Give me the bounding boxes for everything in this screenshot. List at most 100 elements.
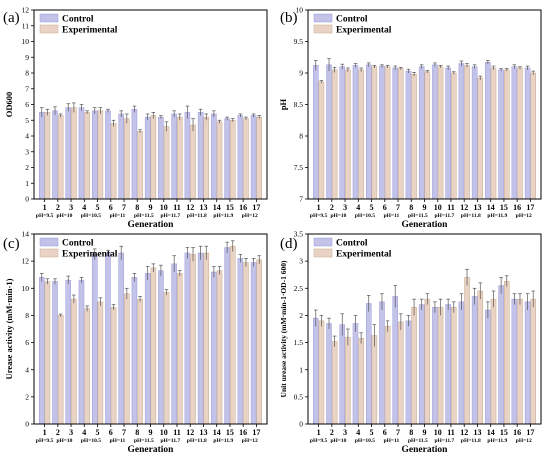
y-tick-label: 8 [299, 132, 303, 141]
x-tick-label: 14 [487, 203, 495, 212]
experimental-bar-5 [97, 301, 104, 425]
x-tick-label: 4 [82, 428, 86, 437]
ph-group-label: pH=11.9 [213, 438, 233, 444]
x-tick-label: 17 [526, 203, 534, 212]
y-axis-title: pH [278, 98, 288, 110]
experimental-bar-11 [177, 116, 183, 200]
x-tick-label: 12 [186, 428, 194, 437]
ph-group-label: pH=11.8 [187, 438, 207, 444]
y-tick-label: 7 [299, 195, 303, 204]
ph-group-label: pH=11.7 [434, 213, 454, 219]
experimental-bar-9 [424, 298, 431, 425]
control-bar-9 [144, 273, 151, 425]
x-tick-label: 16 [239, 428, 247, 437]
ph-group-label: pH=11.7 [434, 438, 454, 444]
experimental-bar-5 [371, 66, 378, 200]
x-tick-label: 14 [487, 428, 495, 437]
y-tick-label: 2 [25, 163, 29, 172]
y-axis-title: OD600 [4, 92, 14, 118]
control-bar-1 [39, 112, 45, 200]
x-tick-label: 7 [122, 203, 126, 212]
experimental-bar-15 [503, 69, 510, 200]
experimental-bar-8 [411, 74, 417, 200]
x-tick-label: 5 [96, 203, 100, 212]
panel-letter: (c) [3, 236, 20, 252]
legend-label: Control [336, 239, 368, 249]
control-bar-9 [418, 304, 425, 425]
experimental-bar-10 [163, 292, 170, 425]
x-tick-label: 5 [370, 428, 374, 437]
control-bar-1 [313, 317, 319, 425]
ph-group-label: pH=10 [330, 213, 346, 219]
experimental-bar-1 [44, 281, 51, 425]
experimental-bar-1 [318, 81, 325, 200]
experimental-bar-10 [437, 307, 444, 425]
x-tick-label: 8 [135, 428, 139, 437]
control-bar-4 [352, 65, 359, 200]
experimental-bar-13 [477, 77, 484, 200]
x-tick-label: 10 [160, 203, 168, 212]
control-bar-2 [326, 64, 332, 200]
ph-group-label: pH=11.8 [461, 213, 481, 219]
x-tick-label: 3 [343, 203, 347, 212]
x-tick-label: 9 [149, 428, 153, 437]
control-bar-16 [237, 258, 244, 425]
ph-group-label: pH=12 [516, 438, 532, 444]
x-tick-label: 14 [213, 428, 221, 437]
x-tick-label: 4 [356, 428, 360, 437]
experimental-bar-4 [358, 337, 364, 425]
control-bar-12 [458, 301, 465, 425]
x-tick-label: 2 [330, 428, 334, 437]
ph-group-label: pH=9.5 [36, 438, 54, 444]
ph-group-label: pH=11.9 [213, 213, 233, 219]
experimental-bar-1 [318, 320, 325, 425]
experimental-bar-12 [190, 124, 196, 200]
experimental-bar-15 [229, 120, 236, 200]
control-bar-6 [105, 252, 111, 425]
ph-group-label: pH=11.8 [187, 213, 207, 219]
ph-group-label: pH=11 [384, 213, 400, 219]
control-bar-14 [485, 309, 491, 425]
control-bar-3 [339, 66, 346, 200]
control-bar-1 [313, 65, 319, 200]
x-tick-label: 4 [356, 203, 360, 212]
ph-group-label: pH=10 [56, 213, 72, 219]
control-bar-6 [105, 110, 111, 200]
experimental-bar-7 [398, 68, 404, 200]
legend-label: Experimental [62, 26, 118, 36]
experimental-bar-9 [150, 267, 157, 425]
y-tick-label: 14 [22, 230, 30, 239]
experimental-bar-6 [110, 123, 117, 200]
control-bar-7 [392, 296, 398, 425]
control-bar-5 [91, 254, 98, 425]
experimental-bar-7 [124, 293, 130, 425]
ph-group-label: pH=9.5 [310, 438, 328, 444]
experimental-bar-16 [243, 262, 249, 425]
control-bar-14 [485, 62, 491, 200]
control-legend-swatch [39, 13, 59, 23]
ph-group-label: pH=10.5 [355, 213, 375, 219]
control-bar-9 [418, 66, 425, 200]
y-tick-label: 3 [299, 257, 303, 266]
experimental-bar-2 [57, 315, 64, 425]
x-tick-label: 16 [513, 428, 521, 437]
control-bar-16 [511, 66, 518, 200]
control-bar-13 [197, 252, 204, 425]
experimental-bar-12 [464, 277, 470, 425]
control-bar-4 [78, 279, 85, 425]
y-tick-label: 3 [25, 147, 29, 156]
experimental-bar-6 [384, 326, 391, 425]
control-bar-12 [458, 63, 465, 200]
experimental-bar-15 [503, 280, 510, 425]
x-tick-label: 9 [423, 428, 427, 437]
control-bar-6 [379, 65, 385, 200]
ph-group-label: pH=9.5 [310, 213, 328, 219]
x-tick-label: 1 [43, 203, 47, 212]
control-bar-4 [352, 323, 359, 425]
control-bar-15 [498, 285, 504, 425]
legend-label: Experimental [336, 26, 392, 36]
